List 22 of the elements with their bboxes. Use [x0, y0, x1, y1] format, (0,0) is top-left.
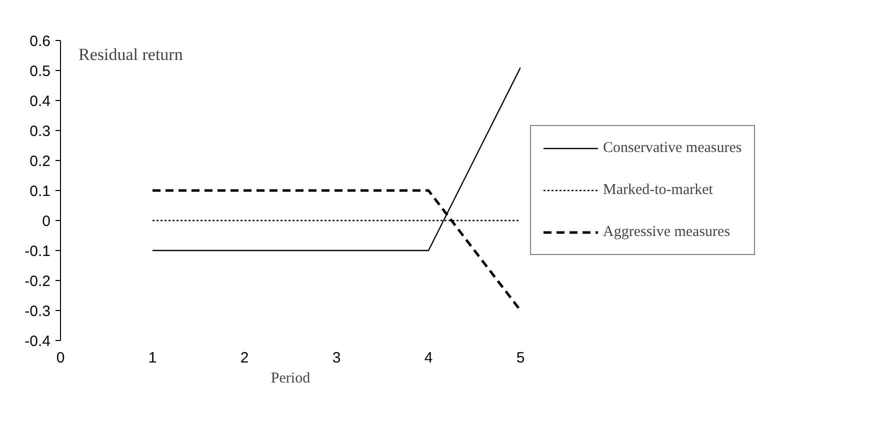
x-tick-label: 2 [240, 350, 249, 366]
y-tick-label: -0.2 [24, 273, 51, 290]
x-tick-label: 5 [516, 350, 525, 366]
legend-label: Marked-to-market [603, 182, 713, 198]
y-axis-title: Residual return [78, 45, 184, 64]
y-tick-label: 0.5 [30, 63, 51, 80]
y-tick-label: -0.3 [24, 303, 51, 320]
x-tick-label: 1 [148, 350, 157, 366]
y-tick-label: 0.3 [30, 123, 51, 140]
legend-label: Aggressive measures [603, 224, 730, 240]
x-tick-label: 3 [332, 350, 341, 366]
y-tick-label: 0 [42, 213, 50, 230]
x-axis-title: Period [270, 370, 311, 386]
y-tick-label: 0.4 [30, 93, 51, 110]
y-tick-label: -0.1 [24, 243, 51, 260]
y-tick-label: 0.1 [30, 183, 51, 200]
y-tick-label: -0.4 [24, 333, 51, 350]
x-tick-label: 4 [424, 350, 433, 366]
x-tick-label: 0 [56, 350, 65, 366]
y-tick-label: 0.6 [30, 33, 51, 50]
legend-label: Conservative measures [603, 140, 742, 156]
y-tick-label: 0.2 [30, 153, 51, 170]
